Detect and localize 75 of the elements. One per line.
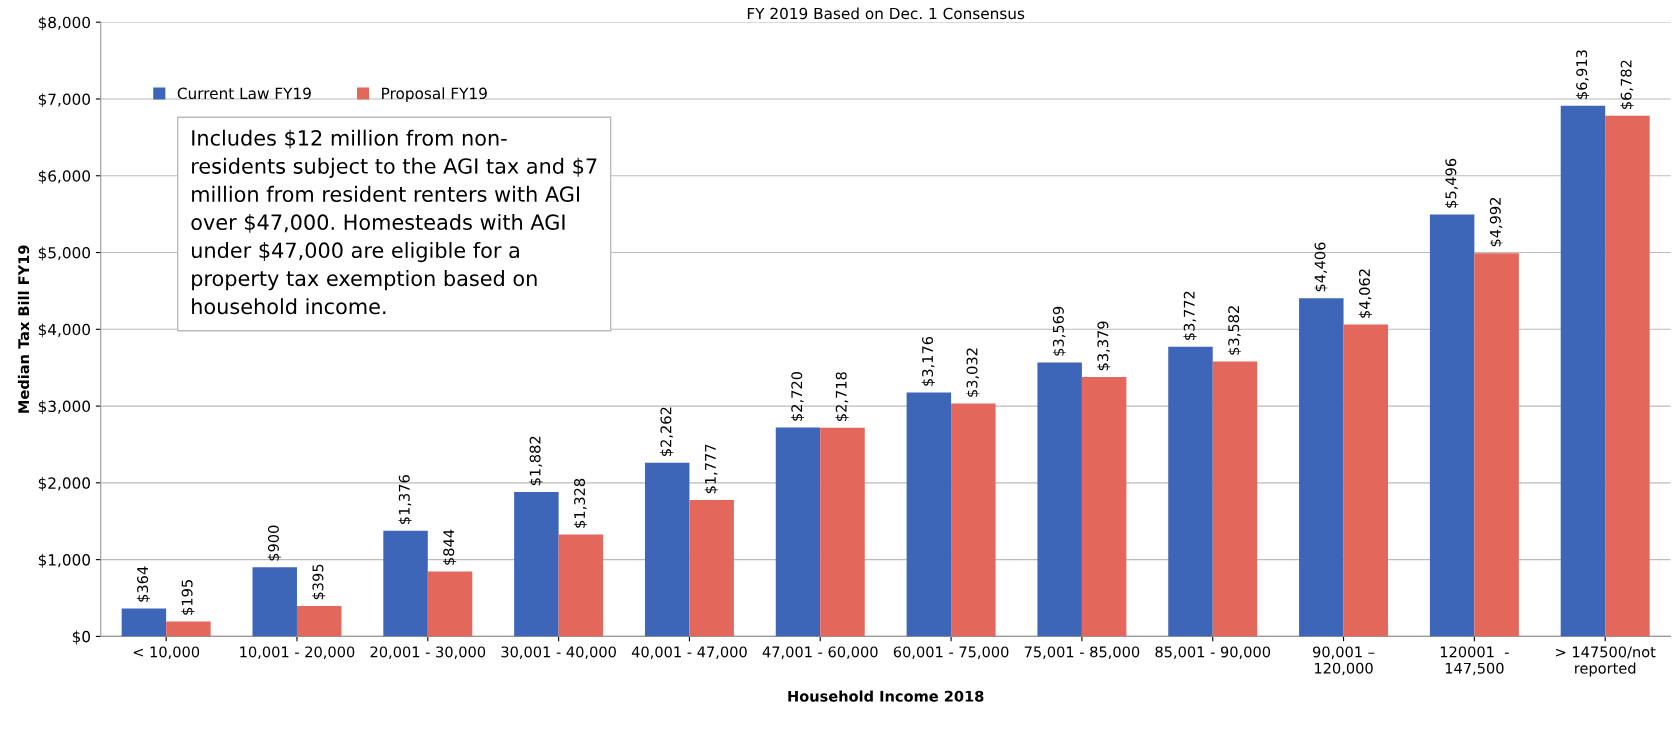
y-tick-label: $8,000 (38, 16, 90, 31)
x-tick-label: 60,001 - 75,000 (893, 646, 1009, 659)
data-label: $3,379 (1097, 321, 1111, 371)
bar (558, 534, 604, 637)
data-label: $2,718 (835, 372, 849, 421)
bar (252, 567, 297, 637)
data-label: $3,176 (921, 336, 936, 386)
data-label: $3,032 (966, 348, 980, 397)
data-label: $6,782 (1620, 60, 1634, 109)
bar (951, 403, 996, 637)
bar (820, 427, 865, 637)
data-label: $2,720 (790, 371, 805, 421)
legend-label: Proposal FY19 (382, 87, 487, 103)
x-tick-label: 85,001 - 90,000 (1155, 646, 1271, 659)
y-tick-label: $0 (72, 630, 90, 645)
bar (383, 530, 428, 637)
data-label: $844 (442, 529, 457, 565)
data-label: $3,569 (1052, 306, 1066, 356)
bar (1037, 362, 1082, 637)
bar (1560, 105, 1606, 637)
y-tick-label: $7,000 (38, 93, 90, 108)
data-label: $364 (136, 566, 151, 602)
data-label: $5,496 (1445, 158, 1459, 208)
data-label: $900 (267, 525, 281, 561)
y-tick-label: $5,000 (38, 246, 90, 261)
bar (1299, 298, 1344, 637)
bar (1474, 253, 1519, 637)
y-tick-label: $2,000 (38, 477, 90, 491)
data-label: $4,062 (1358, 269, 1372, 318)
data-label: $6,913 (1575, 50, 1590, 99)
bar (906, 392, 952, 637)
data-label: $4,992 (1489, 198, 1503, 247)
x-tick-label: > 147500/not reported (1556, 646, 1656, 677)
bar (1343, 324, 1389, 637)
data-label: $1,777 (704, 444, 718, 494)
x-tick-label: 90,001 – 120,000 (1312, 646, 1375, 676)
y-tick-label: $1,000 (38, 553, 90, 568)
bar (1429, 214, 1475, 637)
x-tick-label: 47,001 - 60,000 (762, 646, 878, 659)
x-tick-label: < 10,000 (133, 646, 200, 659)
bar (514, 491, 559, 637)
y-tick-label: $3,000 (38, 400, 90, 415)
bar (1605, 115, 1650, 637)
bar (427, 571, 473, 637)
bar (644, 462, 690, 637)
y-tick-label: $4,000 (38, 323, 90, 338)
bar (1081, 376, 1127, 637)
x-tick-label: 30,001 - 40,000 (501, 646, 616, 659)
data-label: $1,328 (573, 478, 588, 528)
y-axis-title: Median Tax Bill FY19 (17, 245, 30, 413)
annotation: Includes $12 million from non- residents subject to the AGI tax and $7 million from resident renters with AGI over $47,000. Homesteads with AGI under $47,000 are eligible for a property tax exemption based on household income. (191, 129, 597, 315)
data-label: $195 (181, 580, 195, 615)
bar (1212, 361, 1258, 637)
bar (121, 608, 167, 637)
data-label: $4,406 (1314, 242, 1328, 292)
data-label: $1,882 (529, 436, 543, 486)
x-tick-label: 10,001 - 20,000 (240, 646, 355, 659)
x-tick-label: 120001 - 147,500 (1440, 646, 1509, 676)
data-label: $2,262 (660, 407, 674, 456)
bar (775, 427, 821, 637)
chart-title: FY 2019 Based on Dec. 1 Consensus (747, 7, 1025, 20)
x-tick-label: 75,001 - 85,000 (1024, 646, 1140, 659)
bar (689, 499, 734, 637)
bar (166, 621, 211, 637)
data-label: $3,772 (1183, 291, 1197, 341)
y-tick-label: $6,000 (38, 169, 90, 184)
x-tick-label: 40,001 - 47,000 (631, 646, 747, 659)
bar (296, 606, 342, 637)
bar (1168, 346, 1213, 637)
data-label: $395 (312, 564, 326, 600)
x-axis-title: Household Income 2018 (788, 690, 984, 702)
data-label: $3,582 (1227, 306, 1242, 355)
data-label: $1,376 (398, 475, 412, 524)
x-tick-label: 20,001 - 30,000 (370, 646, 486, 659)
legend-label: Current Law FY19 (177, 87, 311, 100)
